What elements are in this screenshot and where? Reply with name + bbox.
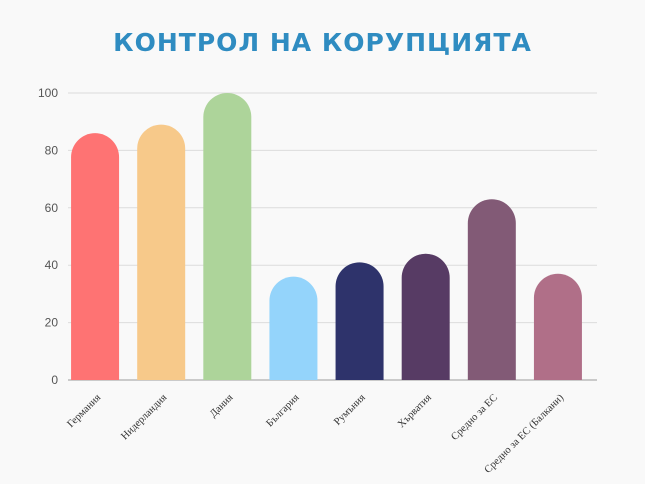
- bar-1: [137, 124, 186, 381]
- x-tick-label: Хърватия: [396, 392, 434, 430]
- chart-title: КОНТРОЛ НА КОРУПЦИЯТА: [113, 28, 532, 57]
- bar-5: [401, 253, 450, 380]
- x-tick-label: Нидерландия: [119, 392, 169, 442]
- bar-0: [71, 133, 120, 380]
- y-tick-label: 40: [45, 258, 59, 272]
- x-tick-label: Германия: [65, 392, 103, 430]
- y-tick-label: 60: [45, 201, 59, 215]
- y-tick-label: 20: [45, 316, 59, 330]
- x-tick-label: България: [265, 392, 302, 429]
- bar-6: [467, 199, 516, 380]
- bar-3: [269, 276, 318, 380]
- bar-7: [533, 273, 582, 380]
- y-tick-label: 100: [38, 86, 58, 100]
- bar-2: [203, 93, 252, 380]
- x-tick-label: Средно за ЕС: [449, 392, 500, 443]
- x-tick-label: Румъния: [332, 392, 368, 428]
- y-tick-label: 80: [45, 143, 59, 157]
- y-tick-label: 0: [51, 373, 58, 387]
- bar-4: [335, 262, 384, 380]
- x-tick-label: Дания: [208, 392, 236, 420]
